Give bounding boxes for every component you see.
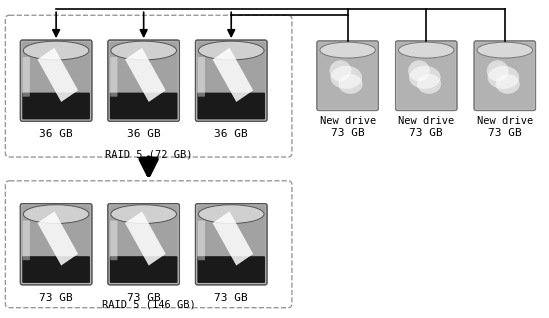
Text: New drive: New drive — [398, 116, 455, 126]
Ellipse shape — [477, 42, 533, 58]
Ellipse shape — [198, 205, 264, 224]
Polygon shape — [212, 48, 253, 102]
Ellipse shape — [399, 42, 454, 58]
FancyBboxPatch shape — [195, 204, 267, 285]
Text: 73 GB: 73 GB — [39, 293, 73, 303]
FancyBboxPatch shape — [23, 256, 90, 283]
FancyBboxPatch shape — [110, 206, 177, 283]
Text: 73 GB: 73 GB — [214, 293, 248, 303]
Ellipse shape — [338, 74, 362, 94]
Text: 73 GB: 73 GB — [410, 128, 443, 138]
FancyBboxPatch shape — [23, 93, 90, 119]
Ellipse shape — [496, 74, 520, 94]
FancyBboxPatch shape — [317, 41, 378, 111]
Ellipse shape — [408, 60, 430, 81]
FancyBboxPatch shape — [23, 221, 30, 260]
FancyBboxPatch shape — [198, 256, 265, 283]
Text: 73 GB: 73 GB — [488, 128, 522, 138]
Ellipse shape — [23, 41, 89, 60]
Text: 73 GB: 73 GB — [330, 128, 365, 138]
FancyBboxPatch shape — [20, 204, 92, 285]
Text: New drive: New drive — [477, 116, 533, 126]
Ellipse shape — [409, 66, 441, 89]
Text: RAID 5 (146 GB): RAID 5 (146 GB) — [102, 300, 195, 310]
FancyBboxPatch shape — [108, 40, 180, 121]
FancyBboxPatch shape — [110, 93, 177, 119]
Ellipse shape — [488, 66, 519, 89]
Ellipse shape — [111, 205, 176, 224]
FancyBboxPatch shape — [319, 43, 377, 108]
Text: New drive: New drive — [320, 116, 376, 126]
Ellipse shape — [111, 41, 176, 60]
Polygon shape — [125, 48, 166, 102]
FancyBboxPatch shape — [110, 42, 177, 119]
FancyBboxPatch shape — [198, 93, 265, 119]
FancyBboxPatch shape — [198, 221, 205, 260]
FancyBboxPatch shape — [110, 57, 117, 97]
Polygon shape — [125, 211, 166, 266]
Polygon shape — [37, 48, 78, 102]
FancyBboxPatch shape — [198, 57, 205, 97]
Text: 73 GB: 73 GB — [127, 293, 160, 303]
FancyBboxPatch shape — [110, 221, 117, 260]
Polygon shape — [37, 211, 78, 266]
Ellipse shape — [198, 41, 264, 60]
Text: RAID 5 (72 GB): RAID 5 (72 GB) — [105, 149, 192, 159]
FancyBboxPatch shape — [108, 204, 180, 285]
FancyBboxPatch shape — [198, 42, 265, 119]
Ellipse shape — [417, 74, 441, 94]
Polygon shape — [212, 211, 253, 266]
Text: 36 GB: 36 GB — [39, 129, 73, 139]
FancyBboxPatch shape — [198, 206, 265, 283]
Ellipse shape — [329, 60, 351, 81]
FancyBboxPatch shape — [397, 43, 455, 108]
FancyBboxPatch shape — [476, 43, 534, 108]
FancyBboxPatch shape — [23, 57, 30, 97]
FancyBboxPatch shape — [20, 40, 92, 121]
FancyBboxPatch shape — [23, 206, 90, 283]
Text: 36 GB: 36 GB — [214, 129, 248, 139]
FancyBboxPatch shape — [110, 256, 177, 283]
FancyBboxPatch shape — [395, 41, 457, 111]
Ellipse shape — [23, 205, 89, 224]
Ellipse shape — [487, 60, 508, 81]
Ellipse shape — [320, 42, 376, 58]
FancyBboxPatch shape — [23, 42, 90, 119]
FancyBboxPatch shape — [195, 40, 267, 121]
Text: 36 GB: 36 GB — [127, 129, 160, 139]
Ellipse shape — [330, 66, 362, 89]
FancyBboxPatch shape — [474, 41, 536, 111]
